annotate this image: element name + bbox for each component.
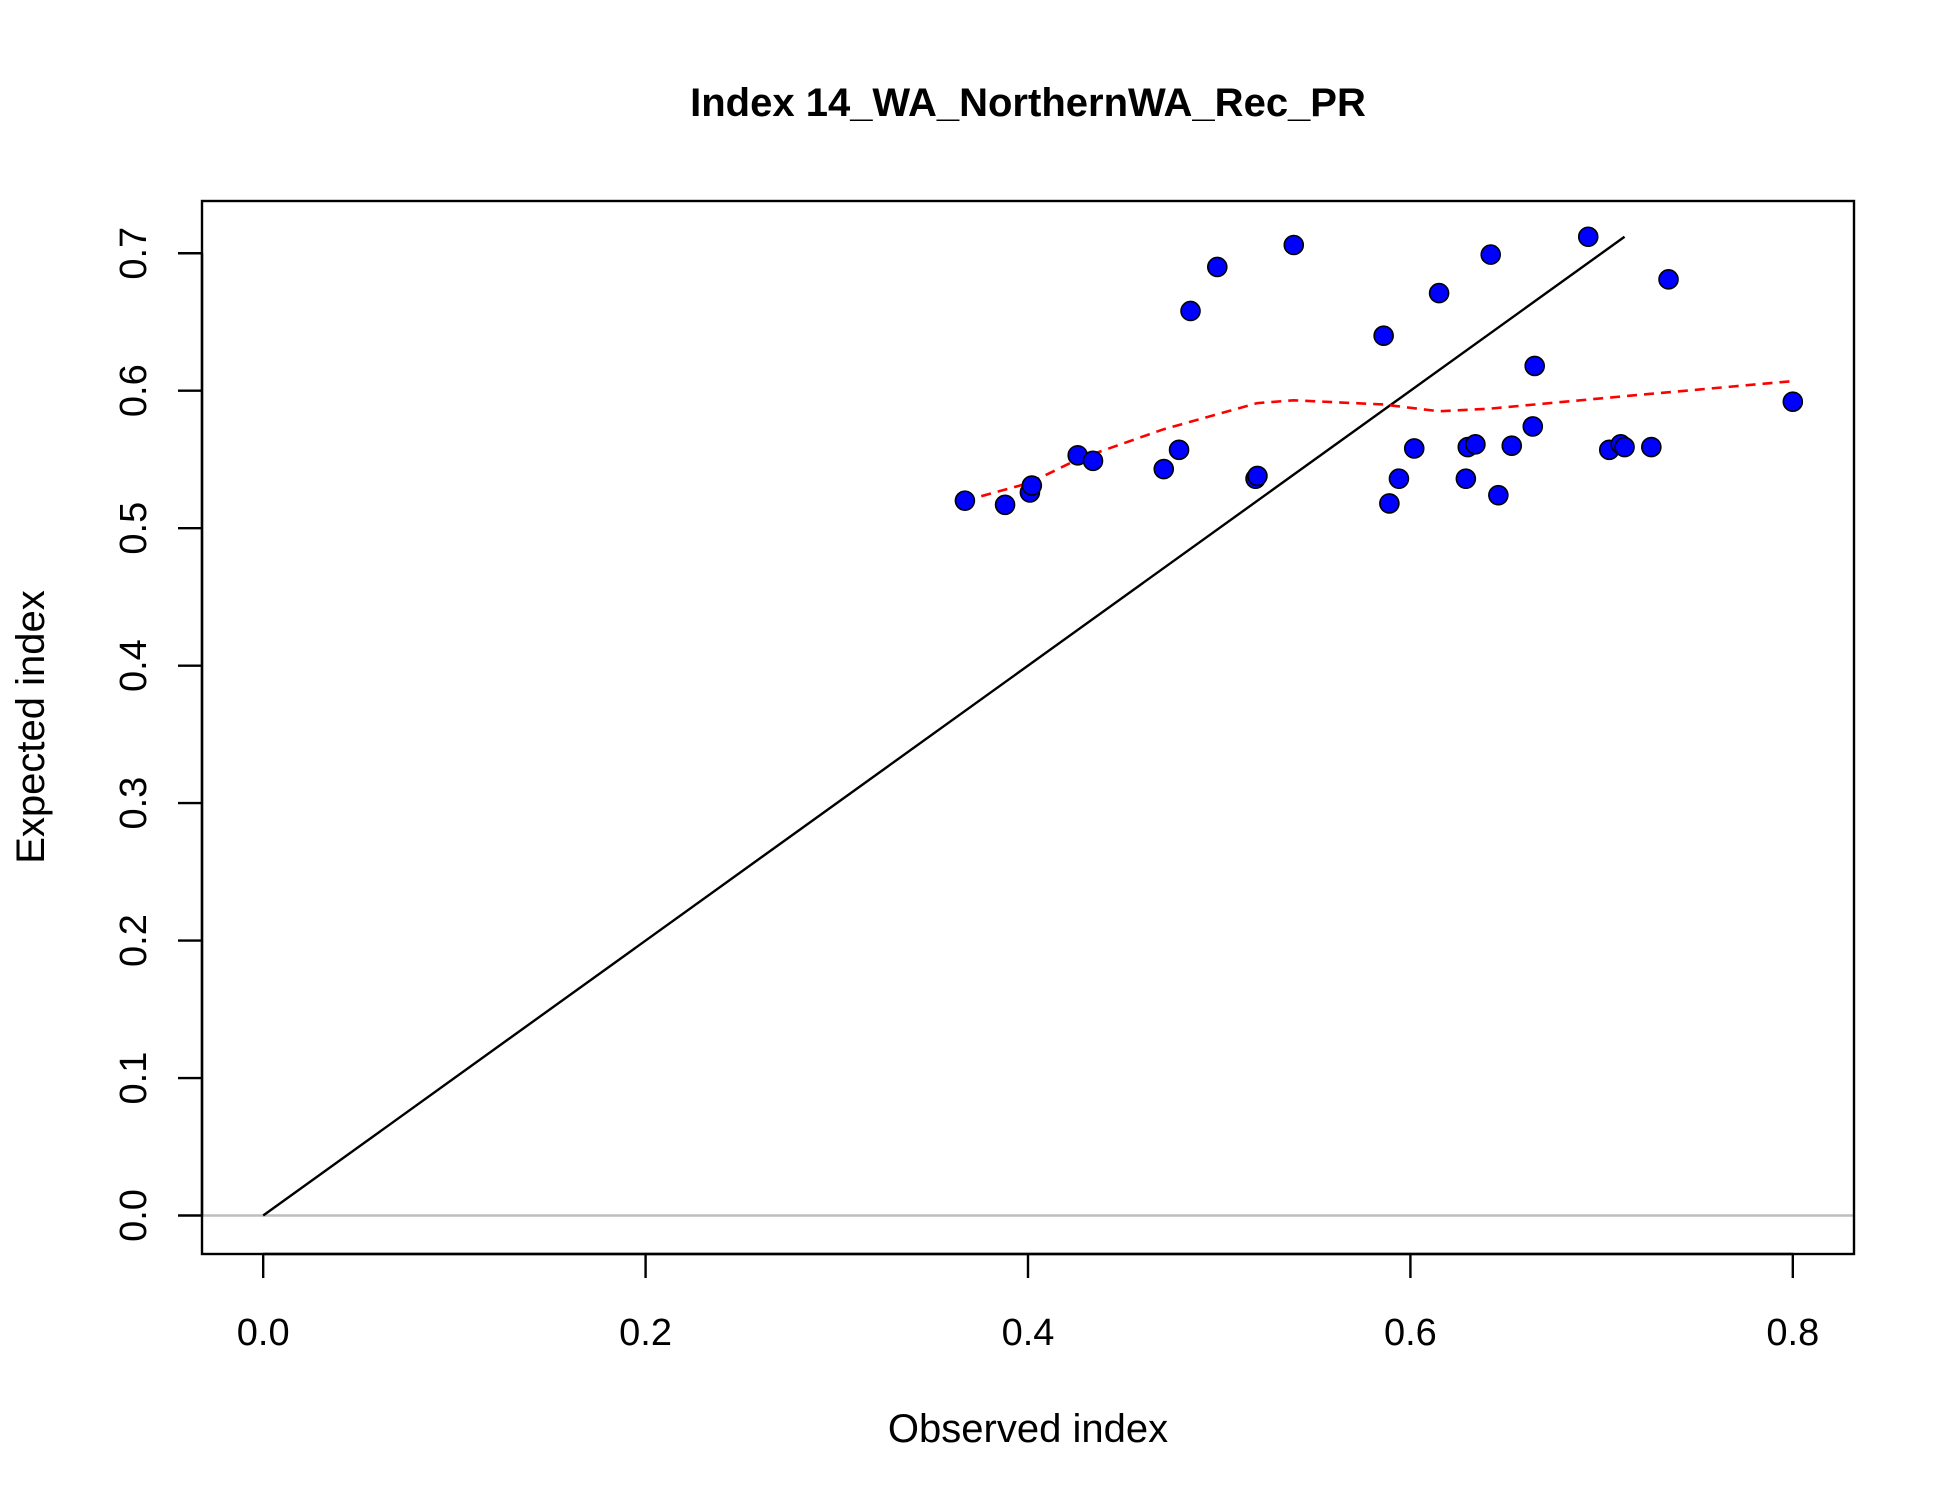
y-tick-label: 0.4 <box>113 639 155 692</box>
plot-frame <box>200 199 1856 1256</box>
y-axis-label: Expected index <box>9 590 53 864</box>
smoother-line <box>964 379 1793 502</box>
data-point <box>1577 226 1599 248</box>
y-tick-label: 0.3 <box>113 777 155 830</box>
x-tick-label: 0.6 <box>1384 1312 1437 1354</box>
data-point <box>1388 468 1410 489</box>
plot-area <box>202 226 1854 1217</box>
data-point <box>1465 434 1486 455</box>
x-tick-label: 0.0 <box>237 1312 290 1354</box>
data-point <box>1480 244 1502 265</box>
y-tick-label: 0.7 <box>113 227 155 280</box>
data-point <box>1283 234 1305 256</box>
y-axis: 0.0 0.1 0.2 0.3 0.4 0.5 0.6 0.7 <box>113 227 204 1242</box>
data-point <box>1488 484 1509 506</box>
data-point <box>1153 458 1175 480</box>
y-tick-label: 0.2 <box>113 914 155 967</box>
data-point <box>1501 435 1523 456</box>
data-point <box>1614 436 1635 458</box>
chart-title: Index 14_WA_NorthernWA_Rec_PR <box>690 81 1366 125</box>
identity-line <box>262 235 1626 1217</box>
data-point <box>1524 355 1545 377</box>
data-point <box>1379 493 1400 514</box>
data-point <box>1247 465 1268 487</box>
x-tick-label: 0.8 <box>1766 1312 1819 1354</box>
data-point <box>1168 439 1190 461</box>
data-point <box>1403 438 1425 459</box>
data-point <box>994 494 1016 516</box>
data-point <box>1522 416 1544 437</box>
data-point <box>1658 269 1679 290</box>
data-point <box>1021 475 1043 496</box>
x-tick-label: 0.4 <box>1002 1312 1055 1354</box>
data-point <box>1373 325 1394 347</box>
x-axis-label: Observed index <box>888 1407 1168 1451</box>
data-point <box>1180 300 1201 322</box>
y-tick-label: 0.1 <box>113 1052 155 1105</box>
x-axis: 0.0 0.2 0.4 0.6 0.8 <box>237 1252 1819 1354</box>
data-point <box>1082 450 1104 472</box>
y-tick-label: 0.5 <box>113 502 155 555</box>
data-point <box>1455 468 1477 489</box>
y-tick-label: 0.6 <box>113 364 155 417</box>
data-point <box>1428 282 1450 304</box>
x-tick-label: 0.2 <box>619 1312 672 1354</box>
data-point <box>954 490 976 511</box>
y-tick-label: 0.0 <box>113 1189 155 1242</box>
data-point <box>1206 256 1228 278</box>
data-point <box>1641 436 1662 458</box>
data-point <box>1782 391 1804 413</box>
